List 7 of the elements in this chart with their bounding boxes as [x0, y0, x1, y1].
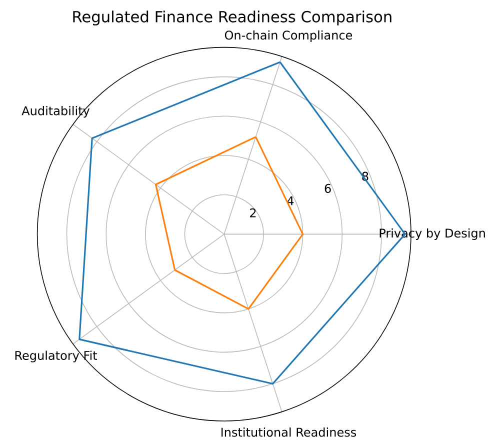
chart-title: Regulated Finance Readiness Comparison	[73, 10, 392, 26]
y-tick-label: 2	[250, 208, 256, 218]
spoke-label: On-chain Compliance	[224, 30, 352, 42]
y-tick-label: 6	[324, 184, 331, 193]
spoke-label: Regulatory Fit	[15, 350, 98, 362]
spoke-label: Institutional Readiness	[221, 427, 356, 437]
y-tick-label: 4	[287, 196, 294, 206]
